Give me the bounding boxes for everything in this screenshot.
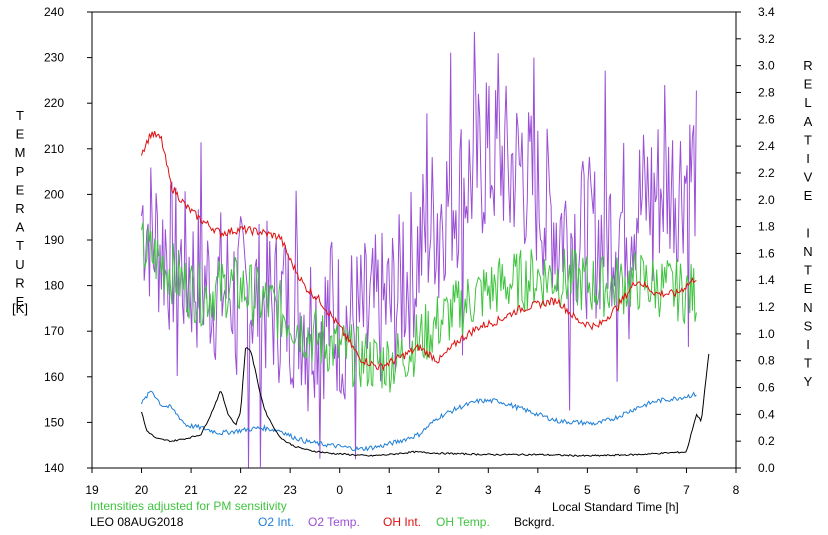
x-tick-label: 0 [336, 483, 343, 497]
legend-bckgrd: Bckgrd. [514, 515, 555, 529]
right-tick-label: 3.0 [758, 59, 775, 73]
right-label-letter: N [803, 244, 812, 259]
right-tick-label: 3.2 [758, 32, 775, 46]
right-tick-label: 0.0 [758, 461, 775, 475]
series-oh-int-line [141, 130, 697, 372]
left-label-letter: E [16, 127, 25, 142]
left-tick-label: 180 [44, 279, 64, 293]
x-tick-label: 23 [283, 483, 297, 497]
right-axis-ticks: 0.0 0.2 0.4 0.6 0.8 1.0 1.2 1.4 1.6 1.8 2.0 2.2 2.4 2… [736, 5, 775, 475]
right-tick-label: 0.2 [758, 434, 775, 448]
x-tick-label: 4 [535, 483, 542, 497]
right-tick-label: 1.4 [758, 273, 775, 287]
right-tick-label: 2.6 [758, 112, 775, 126]
right-label-letter: T [804, 263, 812, 278]
x-tick-label: 5 [584, 483, 591, 497]
left-label-letter: T [16, 108, 24, 123]
left-axis-unit: [K] [12, 301, 28, 316]
left-label-letter: U [15, 257, 24, 272]
right-label-letter: I [806, 225, 810, 240]
x-tick-label: 7 [683, 483, 690, 497]
legend-oh-temp: OH Temp. [436, 515, 490, 529]
right-label-letter: E [804, 281, 813, 296]
left-label-letter: M [15, 145, 26, 160]
right-label-letter: E [804, 188, 813, 203]
legend-o2-int: O2 Int. [258, 515, 295, 529]
left-label-letter: E [16, 182, 25, 197]
right-label-letter: R [803, 58, 812, 73]
right-label-letter: L [804, 95, 811, 110]
series-bckgrd-line [141, 346, 710, 457]
series-layer [141, 31, 710, 469]
right-label-letter: E [804, 77, 813, 92]
right-tick-label: 1.6 [758, 246, 775, 260]
left-label-letter: E [16, 294, 25, 309]
left-label-letter: P [16, 164, 25, 179]
right-tick-label: 0.6 [758, 381, 775, 395]
right-label-letter: T [804, 132, 812, 147]
legend-o2-temp: O2 Temp. [308, 515, 360, 529]
right-tick-label: 1.2 [758, 300, 775, 314]
left-tick-label: 240 [44, 5, 64, 19]
chart-note: Intensities adjusted for PM sensitivity [90, 499, 287, 513]
left-label-letter: R [15, 201, 24, 216]
left-tick-label: 170 [44, 324, 64, 338]
right-tick-label: 2.0 [758, 193, 775, 207]
left-tick-label: 150 [44, 415, 64, 429]
plot-frame [91, 11, 737, 469]
right-label-letter: N [803, 300, 812, 315]
x-tick-label: 21 [184, 483, 198, 497]
left-axis-ticks: 140 150 160 170 180 190 200 210 220 230 240 [44, 5, 92, 475]
right-tick-label: 2.2 [758, 166, 775, 180]
x-tick-label: 1 [386, 483, 393, 497]
left-tick-label: 200 [44, 187, 64, 201]
right-tick-label: 1.0 [758, 327, 775, 341]
left-tick-label: 190 [44, 233, 64, 247]
right-tick-label: 1.8 [758, 220, 775, 234]
x-tick-label: 22 [234, 483, 248, 497]
x-tick-label: 8 [733, 483, 740, 497]
series-oh-temp-line [141, 222, 697, 393]
left-tick-label: 220 [44, 96, 64, 110]
left-label-letter: A [16, 220, 25, 235]
x-tick-label: 3 [485, 483, 492, 497]
x-axis-label: Local Standard Time [h] [552, 500, 679, 514]
left-label-letter: T [16, 238, 24, 253]
right-label-letter: Y [804, 374, 813, 389]
x-tick-label: 20 [135, 483, 149, 497]
station-label: LEO 08AUG2018 [90, 515, 184, 529]
right-tick-label: 0.8 [758, 354, 775, 368]
series-o2-temp-line [141, 31, 697, 469]
left-label-letter: R [15, 275, 24, 290]
right-tick-label: 2.8 [758, 85, 775, 99]
right-label-letter: T [804, 356, 812, 371]
left-tick-label: 140 [44, 461, 64, 475]
x-axis-ticks: 19 20 21 22 23 0 1 2 3 4 5 6 7 8 [85, 468, 740, 497]
right-label-letter: V [804, 170, 813, 185]
right-tick-label: 3.4 [758, 5, 775, 19]
left-tick-label: 230 [44, 51, 64, 65]
right-label-letter: S [804, 318, 813, 333]
right-label-letter: I [806, 151, 810, 166]
legend-oh-int: OH Int. [383, 515, 422, 529]
x-tick-label: 6 [634, 483, 641, 497]
right-label-letter: I [806, 337, 810, 352]
left-tick-label: 210 [44, 142, 64, 156]
x-tick-label: 2 [435, 483, 442, 497]
right-tick-label: 2.4 [758, 139, 775, 153]
right-label-letter: A [804, 114, 813, 129]
right-tick-label: 0.4 [758, 407, 775, 421]
left-tick-label: 160 [44, 370, 64, 384]
x-tick-label: 19 [85, 483, 99, 497]
series-o2-int-line [141, 390, 697, 452]
